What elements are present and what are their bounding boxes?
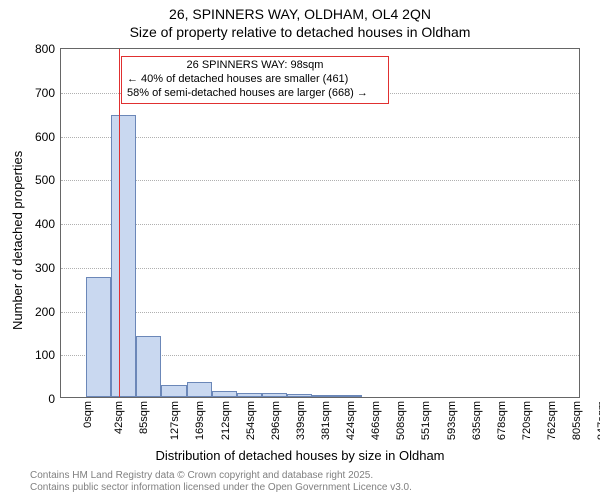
x-tick-label: 762sqm — [546, 401, 558, 440]
y-tick-label: 0 — [48, 392, 55, 406]
histogram-bar — [337, 395, 362, 397]
plot-area: 01002003004005006007008000sqm42sqm85sqm1… — [60, 48, 580, 398]
x-tick-label: 169sqm — [195, 401, 207, 440]
gridline-h — [61, 180, 579, 181]
histogram-bar — [262, 393, 287, 397]
histogram-bar — [161, 385, 186, 397]
x-tick-label: 466sqm — [370, 401, 382, 440]
x-tick-label: 424sqm — [345, 401, 357, 440]
x-tick-label: 42sqm — [113, 401, 125, 434]
gridline-h — [61, 268, 579, 269]
x-tick-label: 296sqm — [270, 401, 282, 440]
callout-line2: ← 40% of detached houses are smaller (46… — [127, 73, 383, 87]
y-tick-label: 300 — [35, 261, 55, 275]
y-tick-label: 600 — [35, 130, 55, 144]
x-tick-label: 551sqm — [421, 401, 433, 440]
callout-box: 26 SPINNERS WAY: 98sqm← 40% of detached … — [121, 56, 389, 104]
x-tick-label: 212sqm — [220, 401, 232, 440]
callout-line3: 58% of semi-detached houses are larger (… — [127, 87, 383, 101]
histogram-bar — [212, 391, 237, 397]
x-tick-label: 0sqm — [82, 401, 94, 428]
histogram-bar — [237, 393, 262, 397]
histogram-bar — [287, 394, 312, 398]
x-tick-label: 254sqm — [245, 401, 257, 440]
histogram-bar — [312, 395, 337, 397]
chart-title-line1: 26, SPINNERS WAY, OLDHAM, OL4 2QN — [0, 6, 600, 22]
gridline-h — [61, 137, 579, 138]
x-tick-label: 508sqm — [396, 401, 408, 440]
x-tick-label: 127sqm — [169, 401, 181, 440]
x-tick-label: 339sqm — [295, 401, 307, 440]
x-tick-label: 847sqm — [596, 401, 600, 440]
x-tick-label: 805sqm — [571, 401, 583, 440]
chart-title-line2: Size of property relative to detached ho… — [0, 24, 600, 40]
reference-line — [119, 49, 120, 397]
y-tick-label: 800 — [35, 42, 55, 56]
x-tick-label: 593sqm — [446, 401, 458, 440]
x-tick-label: 85sqm — [138, 401, 150, 434]
histogram-bar — [187, 382, 212, 397]
x-tick-label: 678sqm — [496, 401, 508, 440]
chart-container: 26, SPINNERS WAY, OLDHAM, OL4 2QN Size o… — [0, 0, 600, 500]
y-axis-label: Number of detached properties — [10, 151, 25, 330]
x-tick-label: 635sqm — [471, 401, 483, 440]
footnote-line2: Contains public sector information licen… — [30, 482, 412, 493]
histogram-bar — [111, 115, 136, 397]
callout-line1: 26 SPINNERS WAY: 98sqm — [127, 59, 383, 73]
gridline-h — [61, 312, 579, 313]
x-tick-label: 381sqm — [320, 401, 332, 440]
gridline-h — [61, 224, 579, 225]
y-tick-label: 400 — [35, 217, 55, 231]
y-tick-label: 500 — [35, 173, 55, 187]
y-tick-label: 100 — [35, 348, 55, 362]
y-tick-label: 700 — [35, 86, 55, 100]
histogram-bar — [136, 336, 161, 397]
y-tick-label: 200 — [35, 305, 55, 319]
footnote-line1: Contains HM Land Registry data © Crown c… — [30, 470, 373, 481]
x-axis-label: Distribution of detached houses by size … — [0, 448, 600, 463]
histogram-bar — [86, 277, 111, 397]
x-tick-label: 720sqm — [521, 401, 533, 440]
